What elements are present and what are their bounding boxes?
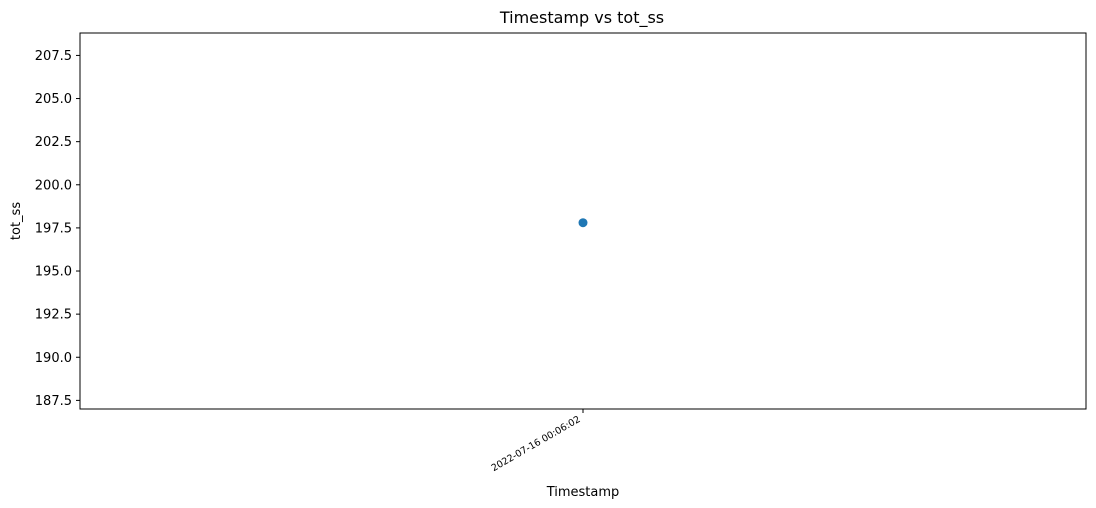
y-tick-label: 202.5 bbox=[35, 135, 72, 150]
y-tick-label: 200.0 bbox=[35, 178, 72, 193]
y-tick-label: 197.5 bbox=[35, 221, 72, 236]
y-tick-label: 205.0 bbox=[35, 92, 72, 107]
plot-frame bbox=[79, 32, 1087, 410]
x-axis-label: Timestamp bbox=[546, 485, 620, 500]
y-tick-label: 192.5 bbox=[35, 308, 72, 323]
y-axis-ticks: 187.5 190.0 192.5 195.0 197.5 200.0 202.5 205.0… bbox=[35, 49, 80, 409]
x-axis-ticks: 2022-07-16 00:06:02 bbox=[490, 409, 584, 474]
y-tick-label: 190.0 bbox=[35, 351, 72, 366]
y-axis-label: tot_ss bbox=[9, 202, 24, 240]
y-tick-label: 195.0 bbox=[35, 265, 72, 280]
x-tick-label: 2022-07-16 00:06:02 bbox=[490, 414, 583, 474]
y-tick-label: 187.5 bbox=[35, 394, 72, 409]
chart-title: Timestamp vs tot_ss bbox=[499, 8, 664, 28]
data-point bbox=[578, 218, 588, 228]
y-tick-label: 207.5 bbox=[35, 49, 72, 64]
data-points bbox=[578, 218, 588, 228]
